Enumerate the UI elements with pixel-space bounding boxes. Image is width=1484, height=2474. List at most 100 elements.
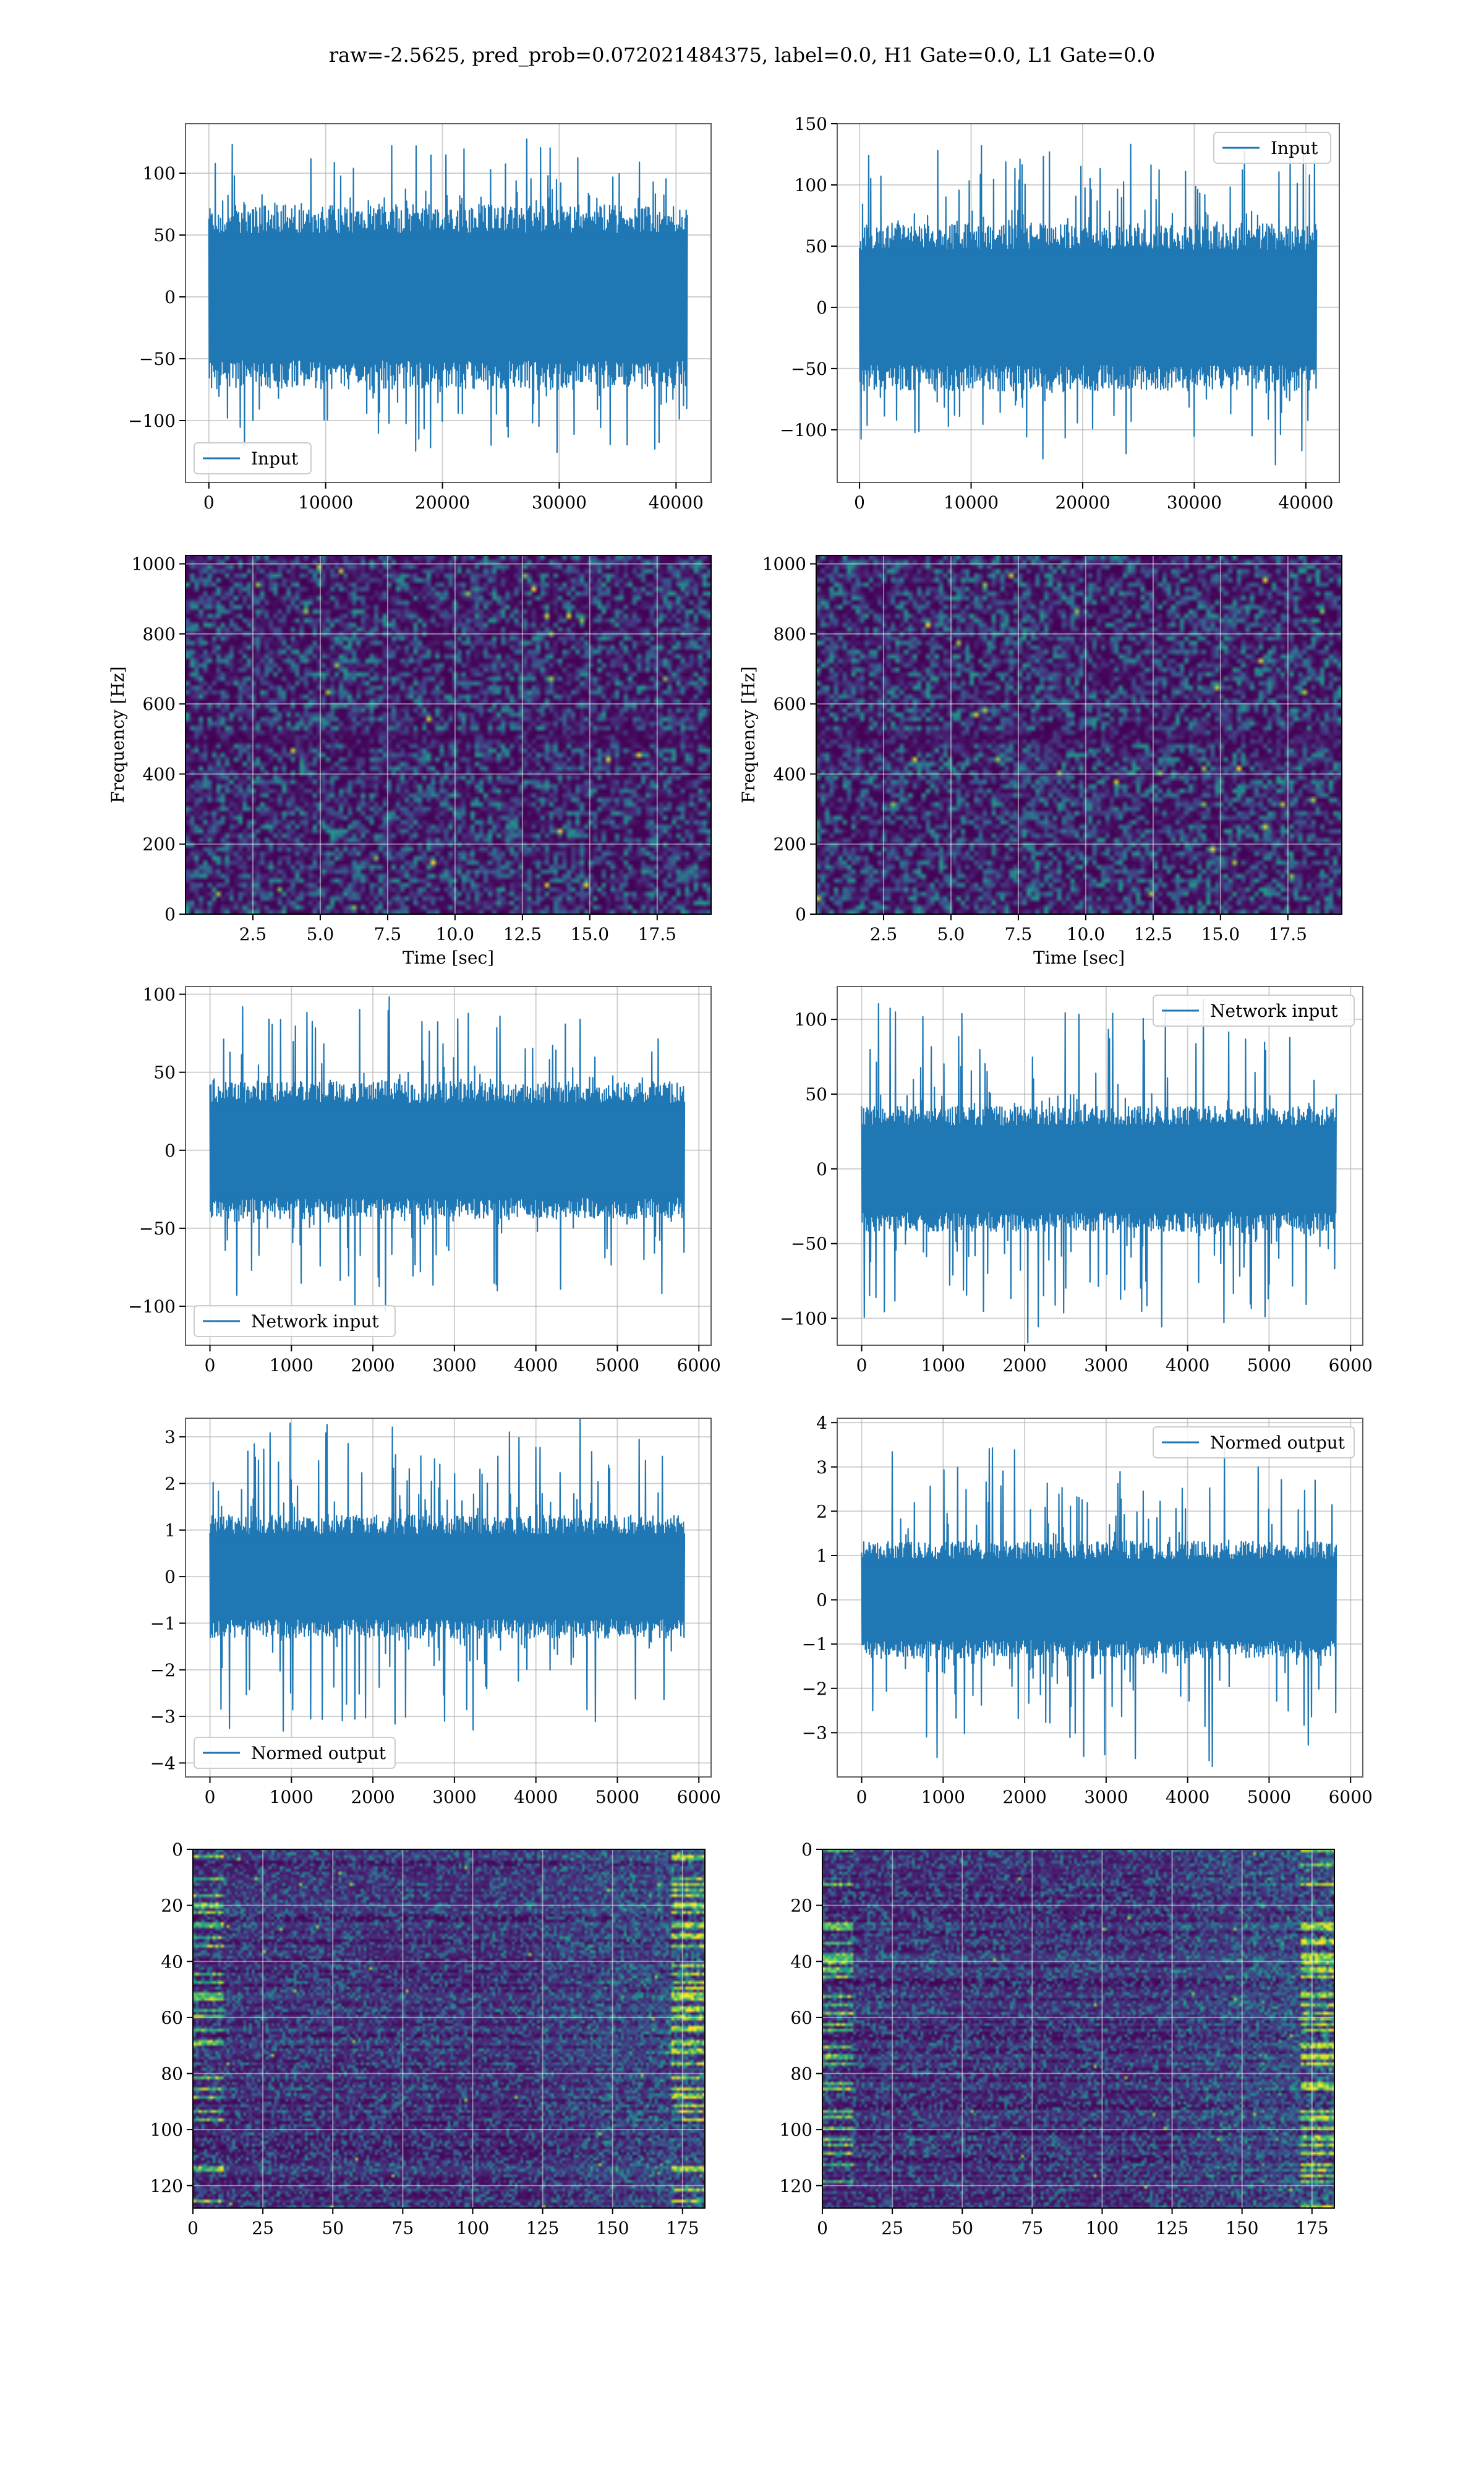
y-tick-label: −100 <box>780 420 827 440</box>
y-tick-label: 120 <box>150 2176 183 2196</box>
x-tick-label: 5000 <box>1247 1355 1291 1376</box>
y-tick-label: −50 <box>139 1218 176 1239</box>
y-tick-label: 50 <box>805 236 827 257</box>
x-tick-label: 20000 <box>415 492 470 513</box>
x-tick-label: 6000 <box>1329 1787 1373 1807</box>
plot-area <box>837 987 1363 1345</box>
legend: Input <box>1213 132 1331 164</box>
axes-frame <box>185 555 712 915</box>
x-tick-label: 3000 <box>432 1787 476 1807</box>
y-tick-label: 0 <box>795 904 806 925</box>
x-tick-label: 4000 <box>1166 1787 1209 1807</box>
legend-box <box>194 1737 396 1769</box>
x-tick-label: 1000 <box>270 1787 313 1807</box>
legend-box <box>194 442 312 474</box>
y-tick-label: 600 <box>774 694 806 714</box>
y-tick-label: 40 <box>790 1951 812 1972</box>
axes-frame <box>185 986 712 1346</box>
subplot-p4r: 0 1000 2000 3000 4000 5000 6000 −3 −2 −1 0 1 2 3 4 Norm… <box>802 1413 1373 1807</box>
x-tick-label: 3000 <box>1084 1787 1128 1807</box>
y-tick-label: 0 <box>172 1839 183 1860</box>
heatmap-image <box>186 555 711 914</box>
x-tick-label: 30000 <box>532 492 587 513</box>
x-tick-label: 40000 <box>649 492 704 513</box>
legend: Normed output <box>194 1737 396 1769</box>
y-tick-label: 3 <box>816 1457 827 1478</box>
y-tick-label: 400 <box>143 764 176 784</box>
plot-area <box>186 555 711 914</box>
x-tick-label: 175 <box>1295 2218 1328 2238</box>
legend-label: Network input <box>1210 1001 1338 1021</box>
legend-label: Normed output <box>1210 1432 1345 1453</box>
series-line <box>208 138 688 453</box>
y-tick-label: 80 <box>790 2064 812 2084</box>
subplot-p5r: 0 25 50 75 100 125 150 175 0 20 40 60 80 100 120 <box>780 1839 1335 2238</box>
axes-frame <box>837 123 1340 483</box>
legend-label: Network input <box>251 1311 379 1332</box>
y-tick-label: −3 <box>150 1706 176 1727</box>
plot-area <box>837 1418 1363 1777</box>
y-tick-label: 60 <box>790 2008 812 2028</box>
y-tick-label: −50 <box>791 359 827 379</box>
y-tick-label: 40 <box>161 1951 183 1972</box>
series-line <box>861 998 1337 1343</box>
y-tick-label: −100 <box>780 1309 827 1329</box>
x-tick-label: 2000 <box>351 1355 394 1376</box>
x-tick-label: 10.0 <box>1067 924 1105 944</box>
y-tick-label: −2 <box>150 1660 176 1680</box>
x-tick-label: 7.5 <box>1005 924 1033 944</box>
plot-area <box>837 124 1339 482</box>
x-tick-label: 50 <box>322 2218 344 2238</box>
series-dense-band <box>210 1536 685 1617</box>
y-tick-label: −2 <box>802 1679 827 1699</box>
legend: Normed output <box>1153 1426 1355 1458</box>
y-tick-label: 100 <box>143 163 176 184</box>
series-line <box>209 996 686 1312</box>
y-tick-label: −4 <box>150 1753 176 1773</box>
x-tick-label: 30000 <box>1167 492 1222 513</box>
y-tick-label: 1 <box>816 1546 827 1566</box>
x-tick-label: 17.5 <box>638 924 676 944</box>
series-dense-band <box>210 1105 685 1196</box>
y-tick-label: 1000 <box>762 554 806 575</box>
x-tick-label: 10.0 <box>436 924 474 944</box>
plot-area <box>822 1849 1334 2208</box>
subplot-p2l: 2.5 5.0 7.5 10.0 12.5 15.0 17.5 0 200 400 600 800 10… <box>108 554 712 968</box>
legend-box <box>1153 1426 1355 1458</box>
heatmap-image <box>816 555 1342 914</box>
plot-area <box>816 555 1342 914</box>
x-tick-label: 6000 <box>677 1787 721 1807</box>
legend-box <box>194 1305 396 1337</box>
y-tick-label: 20 <box>161 1896 183 1916</box>
x-tick-label: 1000 <box>921 1355 965 1376</box>
x-tick-label: 3000 <box>1084 1355 1128 1376</box>
heatmap-image <box>193 1849 705 2208</box>
legend: Network input <box>194 1305 396 1337</box>
series-dense-band <box>859 252 1317 362</box>
y-tick-label: 3 <box>164 1427 176 1447</box>
x-tick-label: 50 <box>951 2218 973 2238</box>
y-tick-label: 50 <box>153 225 176 246</box>
y-tick-label: 0 <box>816 1159 827 1179</box>
y-tick-label: 200 <box>143 834 176 855</box>
axes-frame <box>192 1849 706 2209</box>
x-tick-label: 150 <box>596 2218 629 2238</box>
y-tick-label: 120 <box>780 2176 812 2196</box>
y-tick-label: 0 <box>164 904 176 925</box>
plot-area <box>186 987 711 1345</box>
subplot-p1r: 0 10000 20000 30000 40000 −100 −50 0 50 100 150 Inp… <box>780 114 1340 513</box>
subplot-p2r: 2.5 5.0 7.5 10.0 12.5 15.0 17.5 0 200 400 600 800 10… <box>738 554 1342 968</box>
x-tick-label: 5000 <box>595 1355 639 1376</box>
subplot-p4l: 0 1000 2000 3000 4000 5000 6000 −4 −3 −2 −1 0 1 2 3 Nor… <box>150 1418 721 1807</box>
axes-frame <box>837 1418 1363 1778</box>
y-tick-label: 1 <box>164 1520 176 1541</box>
x-tick-label: 6000 <box>1329 1355 1373 1376</box>
subplot-p5l: 0 25 50 75 100 125 150 175 0 20 40 60 80 100 120 <box>150 1839 706 2238</box>
x-tick-label: 0 <box>205 1355 216 1376</box>
axes-frame <box>185 123 712 483</box>
x-tick-label: 10000 <box>944 492 999 513</box>
plot-area <box>193 1849 705 2208</box>
y-tick-label: 0 <box>816 1590 827 1611</box>
x-tick-label: 0 <box>203 492 215 513</box>
x-tick-label: 5.0 <box>307 924 335 944</box>
